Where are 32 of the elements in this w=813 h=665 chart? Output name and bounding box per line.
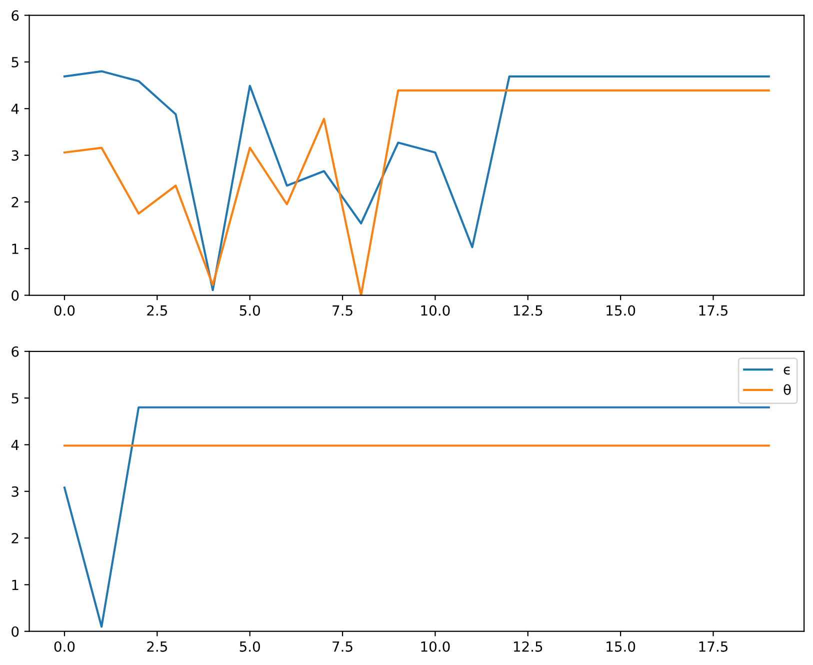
x-tick-label: 2.5: [147, 641, 167, 652]
x-tick-label: 10.0: [421, 641, 450, 652]
y-tick-label: 4: [11, 440, 19, 450]
x-tick-label: 12.5: [514, 305, 542, 316]
y-tick-label: 1: [12, 244, 18, 254]
x-tick-label: 12.5: [514, 641, 542, 652]
x-tick-label: 7.5: [332, 305, 352, 316]
x-tick-label: 2.5: [147, 305, 167, 316]
y-tick-label: 6: [12, 346, 19, 357]
y-tick-label: 1: [12, 580, 18, 590]
y-tick-label: 3: [12, 150, 18, 161]
y-tick-label: 2: [12, 533, 18, 544]
x-tick-label: 10.0: [421, 305, 450, 316]
x-tick-label: 15.0: [606, 641, 636, 652]
x-tick-label: 0.0: [54, 305, 75, 316]
y-tick-label: 0: [12, 290, 19, 301]
x-tick-label: 7.5: [332, 642, 352, 652]
x-tick-label: 5.0: [240, 641, 260, 652]
x-tick-label: 15.0: [606, 305, 636, 316]
x-tick-label: 17.5: [699, 642, 728, 652]
legend-label: ϵ: [784, 366, 790, 375]
x-tick-label: 17.5: [699, 305, 728, 316]
legend-label: θ: [784, 384, 791, 395]
y-tick-label: 5: [12, 393, 18, 404]
y-tick-label: 6: [12, 10, 19, 21]
x-tick-label: 5.0: [240, 305, 260, 316]
y-tick-label: 4: [11, 104, 19, 114]
y-tick-label: 3: [12, 486, 18, 497]
y-tick-label: 5: [12, 57, 18, 68]
x-tick-label: 0.0: [54, 641, 75, 652]
y-tick-label: 2: [12, 196, 18, 208]
y-tick-label: 0: [12, 626, 19, 637]
